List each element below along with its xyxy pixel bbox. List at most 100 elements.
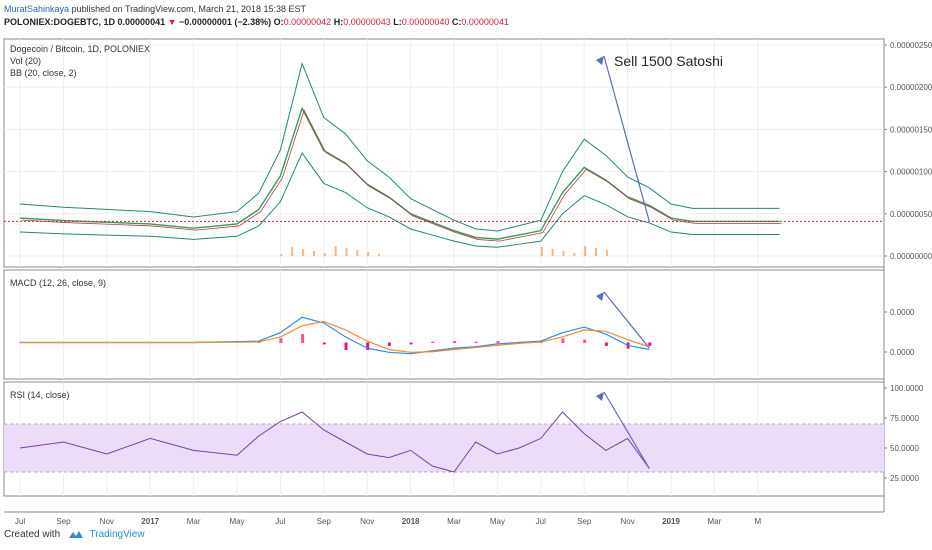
macd-histogram-bar [366, 342, 370, 350]
volume-bar [605, 250, 608, 256]
bollinger-upper [19, 61, 780, 232]
x-tick-label: Nov [360, 517, 374, 526]
macd-histogram-bar [387, 342, 391, 346]
low-label: L: [393, 17, 402, 27]
x-tick-label: Mar [708, 517, 722, 526]
publish-text: published on TradingView.com, March 21, … [71, 4, 307, 14]
y-tick-label: 0.00000150 [890, 125, 932, 134]
y-tick-label: 0.00000050 [890, 210, 932, 219]
panel-frame-price [3, 38, 885, 268]
publish-info: MuratSahinkaya published on TradingView.… [4, 4, 306, 14]
created-with-text: Created with [4, 529, 61, 540]
symbol-info: POLONIEX:DOGEBTC, 1D 0.00000041 ▼ −0.000… [4, 17, 509, 27]
x-tick-label: Mar [187, 517, 201, 526]
macd-histogram-bar [648, 342, 652, 346]
x-tick-label: 2017 [141, 517, 159, 526]
volume-bar [280, 254, 283, 256]
macd-histogram-bar [496, 341, 500, 343]
indicator-label: BB (20, close, 2) [10, 68, 77, 78]
x-tick-label: Jul [275, 517, 285, 526]
y-tick-label: 50.0000 [890, 444, 919, 453]
macd-histogram-bar [431, 341, 435, 343]
macd-histogram-bar [344, 342, 348, 350]
tradingview-link[interactable]: TradingView [89, 529, 145, 540]
volume-bar [540, 247, 543, 256]
arrow-head-icon [596, 56, 604, 65]
volume-bar [584, 246, 587, 256]
arrow-line [603, 291, 650, 349]
y-tick-label: 0.00000200 [890, 83, 932, 92]
volume-bar [291, 247, 294, 256]
y-tick-label: 0.00000100 [890, 168, 932, 177]
volume-bar [345, 248, 348, 256]
change-text: −0.00000001 (−2.38%) [179, 17, 272, 27]
arrow-head-icon [596, 292, 604, 301]
y-tick-label: 0.00000250 [890, 41, 932, 50]
volume-bar [323, 253, 326, 256]
y-tick-label: 25.0000 [890, 474, 919, 483]
y-tick-label: 0.0000 [890, 348, 915, 357]
macd-histogram-bar [474, 341, 478, 343]
x-tick-label: Sep [577, 517, 592, 526]
rsi-band [4, 424, 884, 472]
high-value: 0.00000043 [343, 17, 391, 27]
signal-line [20, 320, 650, 353]
macd-histogram-bar [561, 338, 565, 343]
macd-histogram-bar [279, 338, 283, 343]
macd-histogram-bar [409, 342, 413, 345]
open-label: O: [273, 17, 284, 27]
x-tick-label: Sep [56, 517, 71, 526]
x-tick-label: May [229, 517, 244, 526]
x-tick-label: Nov [620, 517, 634, 526]
volume-bar [334, 246, 337, 256]
volume-bar [302, 249, 305, 256]
x-tick-label: May [490, 517, 505, 526]
chart-title: Dogecoin / Bitcoin, 1D, POLONIEX [10, 44, 150, 54]
indicator-label: Vol (20) [10, 56, 41, 66]
volume-bar [573, 253, 576, 256]
open-value: 0.00000042 [283, 17, 332, 27]
volume-bar [562, 251, 565, 256]
y-tick-label: 100.0000 [890, 384, 924, 393]
rsi-title: RSI (14, close) [10, 390, 70, 400]
panel-frame-macd [3, 269, 885, 380]
close-label: C: [451, 17, 462, 27]
macd-histogram-bar [453, 341, 456, 343]
macd-line [20, 316, 650, 355]
rsi-line [19, 411, 650, 473]
y-tick-label: 0.00000000 [890, 252, 932, 261]
x-tick-label: Nov [100, 517, 114, 526]
x-tick-label: Jul [15, 517, 25, 526]
price-line [19, 106, 780, 240]
macd-histogram-bar [604, 342, 608, 346]
bollinger-middle [21, 109, 782, 242]
close-value: 0.00000041 [461, 17, 509, 27]
last-price: 0.00000041 [117, 17, 166, 27]
x-tick-label: Jul [536, 517, 546, 526]
volume-bar [378, 254, 381, 256]
high-label: H: [333, 17, 344, 27]
x-tick-label: Sep [317, 517, 332, 526]
volume-bar [551, 249, 554, 256]
low-value: 0.00000040 [401, 17, 450, 27]
arrow-line [603, 55, 650, 222]
down-arrow-icon: ▼ [167, 17, 177, 27]
tradingview-logo-icon [68, 530, 83, 538]
x-tick-label: M [754, 517, 761, 526]
macd-histogram-bar [322, 342, 326, 345]
y-tick-label: 75.0000 [890, 414, 919, 423]
author-link[interactable]: MuratSahinkaya [4, 4, 70, 14]
y-tick-label: 0.0000 [890, 308, 915, 317]
volume-bar [312, 251, 315, 256]
macd-histogram-bar [301, 334, 305, 343]
x-tick-label: 2018 [402, 517, 420, 526]
macd-title: MACD (12, 26, close, 9) [10, 278, 106, 288]
annotation-text: Sell 1500 Satoshi [614, 53, 723, 69]
macd-histogram-bar [583, 339, 587, 343]
volume-bar [595, 248, 598, 256]
volume-bar [356, 250, 359, 256]
x-tick-label: Mar [447, 517, 461, 526]
footer: Created with TradingView [4, 529, 145, 540]
volume-bar [367, 252, 370, 256]
